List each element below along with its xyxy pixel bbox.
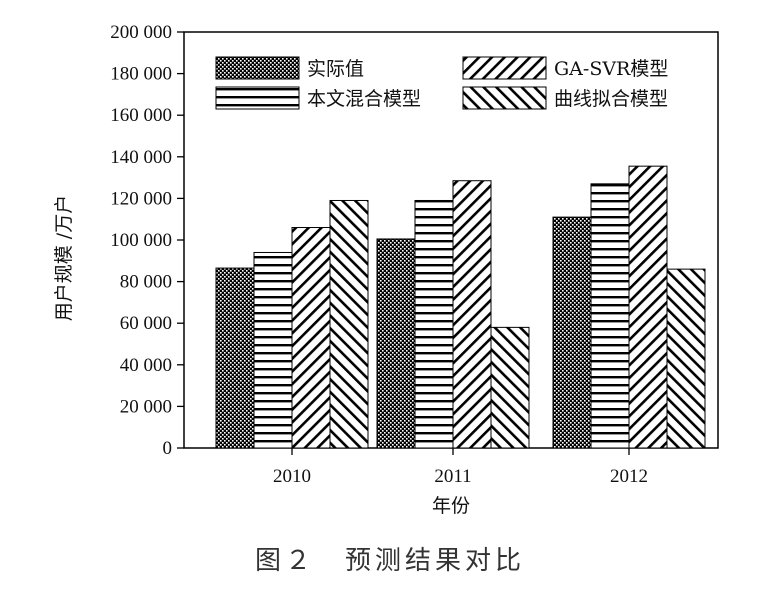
bar-diag-down-2010 bbox=[329, 199, 369, 449]
y-tick-label: 20 000 bbox=[120, 396, 172, 417]
y-tick-label: 40 000 bbox=[120, 355, 172, 376]
legend-swatch-horizontal bbox=[215, 86, 300, 110]
y-tick-label: 80 000 bbox=[120, 272, 172, 293]
legend-label: 本文混合模型 bbox=[307, 88, 421, 110]
y-axis-title: 用户规模 /万户 bbox=[53, 195, 75, 321]
bar-diag-down-2011 bbox=[490, 326, 530, 449]
legend-swatch-diag-down bbox=[462, 86, 547, 110]
bar-diag-up-2012 bbox=[628, 165, 668, 449]
bar-diag-up-2011 bbox=[452, 180, 492, 449]
y-tick-label: 100 000 bbox=[110, 230, 172, 251]
x-tick-label: 2010 bbox=[273, 466, 311, 487]
bar-dots-2010 bbox=[215, 267, 255, 449]
bar-diag-up-2010 bbox=[291, 227, 331, 449]
bar-horizontal-2012 bbox=[590, 183, 630, 449]
y-tick-label: 160 000 bbox=[110, 105, 172, 126]
x-axis-title: 年份 bbox=[432, 495, 470, 517]
y-tick-label: 140 000 bbox=[110, 147, 172, 168]
x-tick-label: 2012 bbox=[610, 466, 648, 487]
bar-dots-2011 bbox=[376, 238, 416, 449]
legend-label: GA-SVR模型 bbox=[554, 58, 668, 80]
y-tick-label: 120 000 bbox=[110, 188, 172, 209]
bar-diag-down-2012 bbox=[666, 268, 706, 449]
legend-swatch-dots bbox=[215, 56, 300, 80]
y-tick-label: 180 000 bbox=[110, 64, 172, 85]
bar-horizontal-2011 bbox=[414, 199, 454, 449]
legend-label: 实际值 bbox=[307, 58, 364, 80]
y-tick-label: 0 bbox=[163, 438, 173, 459]
figure-caption: 图２ 预测结果对比 bbox=[254, 546, 525, 576]
bar-horizontal-2010 bbox=[253, 251, 293, 449]
y-tick-label: 60 000 bbox=[120, 313, 172, 334]
bar-dots-2012 bbox=[552, 216, 592, 449]
y-tick-label: 200 000 bbox=[110, 22, 172, 43]
bar-chart: 0 20 000 40 000 60 000 80 000 100 000 120 000 1… bbox=[53, 22, 719, 517]
legend-label: 曲线拟合模型 bbox=[554, 88, 668, 110]
x-tick-label: 2011 bbox=[434, 466, 471, 487]
legend-swatch-diag-up bbox=[462, 56, 547, 80]
